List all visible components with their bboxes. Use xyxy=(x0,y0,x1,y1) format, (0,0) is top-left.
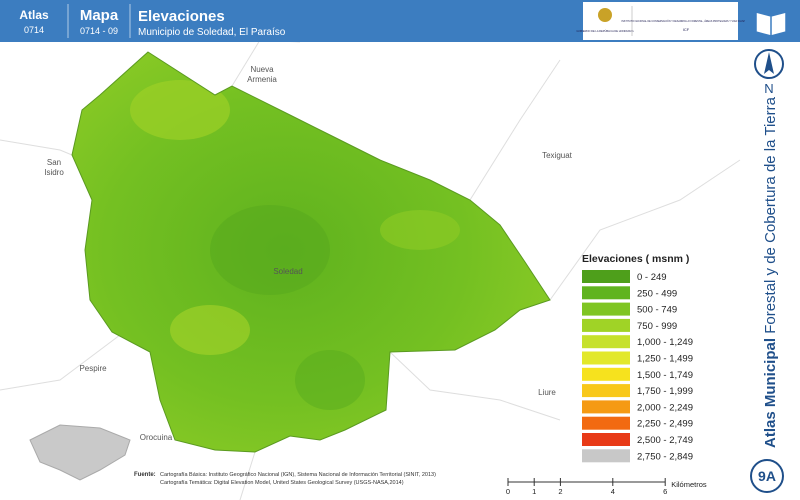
place-label: Liure xyxy=(538,388,556,397)
legend-label: 250 - 499 xyxy=(637,288,677,299)
legend-swatch xyxy=(582,286,630,300)
legend-swatch xyxy=(582,384,630,398)
subtitle: Municipio de Soledad, El Paraíso xyxy=(138,27,286,38)
legend-label: 1,000 - 1,249 xyxy=(637,337,693,348)
legend-label: 0 - 249 xyxy=(637,272,667,283)
inset-map xyxy=(29,424,131,481)
legend-label: 1,750 - 1,999 xyxy=(637,386,693,397)
side-title: Atlas Municipal Forestal y de Cobertura … xyxy=(762,96,779,448)
legend-label: 2,500 - 2,749 xyxy=(637,435,693,446)
legend-swatch xyxy=(582,433,630,446)
scale-tick-label: 6 xyxy=(663,487,667,496)
legend-swatch xyxy=(582,335,630,349)
place-label: Nueva xyxy=(250,65,274,74)
scale-tick-label: 4 xyxy=(611,487,615,496)
book-icon xyxy=(755,11,787,37)
place-label: Orocuina xyxy=(140,433,173,442)
atlas-label: Atlas xyxy=(19,8,49,22)
side-title-bold: Atlas Municipal xyxy=(762,338,779,448)
logo-emblem xyxy=(598,8,612,22)
legend-swatch xyxy=(582,302,630,316)
scale-tick-label: 2 xyxy=(558,487,562,496)
boundaries xyxy=(0,39,741,500)
legend-swatch xyxy=(582,351,630,365)
legend-swatch xyxy=(582,416,630,430)
map-code: 0714 - 09 xyxy=(80,26,118,36)
logo-right-short: ICF xyxy=(683,27,690,32)
legend-label: 2,750 - 2,849 xyxy=(637,451,693,462)
legend-swatch xyxy=(582,318,630,332)
place-label: San xyxy=(47,158,61,167)
legend-title: Elevaciones ( msnm ) xyxy=(582,253,689,265)
scale-tick-label: 0 xyxy=(506,487,510,496)
scale-tick-label: 1 xyxy=(532,487,536,496)
atlas-code: 0714 xyxy=(24,25,44,35)
logo-right-text: INSTITUTO NACIONAL DE CONSERVACIÓN Y DES… xyxy=(621,20,751,23)
scale-bar: 0 1 2 4 6 Kilómetros xyxy=(506,478,707,496)
scale-unit: Kilómetros xyxy=(671,480,707,489)
place-label: Armenia xyxy=(247,75,277,84)
source-line: Cartografía Temática: Digital Elevation … xyxy=(160,480,404,486)
side-title-rest: Forestal y de Cobertura de la Tierra xyxy=(762,96,779,338)
north-arrow xyxy=(764,52,774,74)
place-label: Pespire xyxy=(79,364,107,373)
source-label: Fuente: xyxy=(134,472,156,478)
place-label: Soledad xyxy=(273,267,302,276)
map-label: Mapa xyxy=(80,7,119,24)
legend-label: 500 - 749 xyxy=(637,305,677,316)
legend-swatch xyxy=(582,400,630,414)
legend-swatch xyxy=(582,449,630,463)
legend: 0 - 249 250 - 499 500 - 749 750 - 999 1,000 … xyxy=(582,270,693,463)
legend-swatch xyxy=(582,270,630,283)
logo-left-text: GOBIERNO DE LA REPÚBLICA DE HONDURAS xyxy=(576,28,633,33)
page-circle xyxy=(750,459,784,493)
legend-label: 750 - 999 xyxy=(637,321,677,332)
title: Elevaciones xyxy=(138,8,225,25)
legend-label: 2,000 - 2,249 xyxy=(637,402,693,413)
legend-label: 1,250 - 1,499 xyxy=(637,354,693,365)
logo-box xyxy=(583,2,738,40)
page-number: 9A xyxy=(758,468,776,484)
place-label: Isidro xyxy=(44,168,64,177)
municipality-outline xyxy=(71,51,551,453)
north-circle xyxy=(754,49,784,79)
source-line: Cartografía Básica: Instituto Geográfico… xyxy=(160,472,436,478)
legend-label: 2,250 - 2,499 xyxy=(637,419,693,430)
legend-label: 1,500 - 1,749 xyxy=(637,370,693,381)
place-label: Texiguat xyxy=(542,151,573,160)
north-label: N xyxy=(764,81,773,96)
legend-swatch xyxy=(582,367,630,381)
